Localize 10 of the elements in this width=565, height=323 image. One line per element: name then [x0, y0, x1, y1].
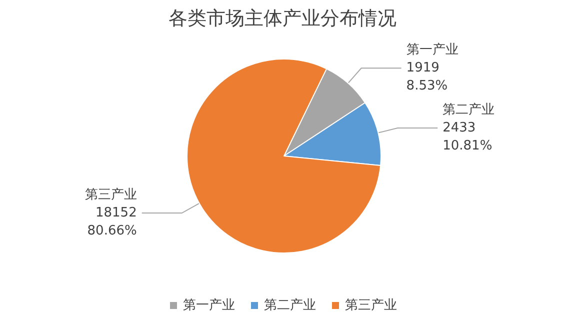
slice-label: 第一产业: [406, 42, 458, 58]
data-label: 1919 8.53%: [406, 60, 448, 94]
slice-label: 第二产业: [442, 102, 495, 118]
legend-label: 第三产业: [345, 298, 397, 313]
slice-label: 第三产业: [84, 188, 137, 203]
chart-title: 各类市场主体产业分布情况: [168, 8, 396, 30]
data-label: 18152 80.66%: [87, 206, 137, 239]
legend-label: 第一产业: [183, 298, 235, 313]
data-label: 2433 10.81%: [442, 120, 492, 154]
legend-label: 第二产业: [264, 298, 316, 313]
